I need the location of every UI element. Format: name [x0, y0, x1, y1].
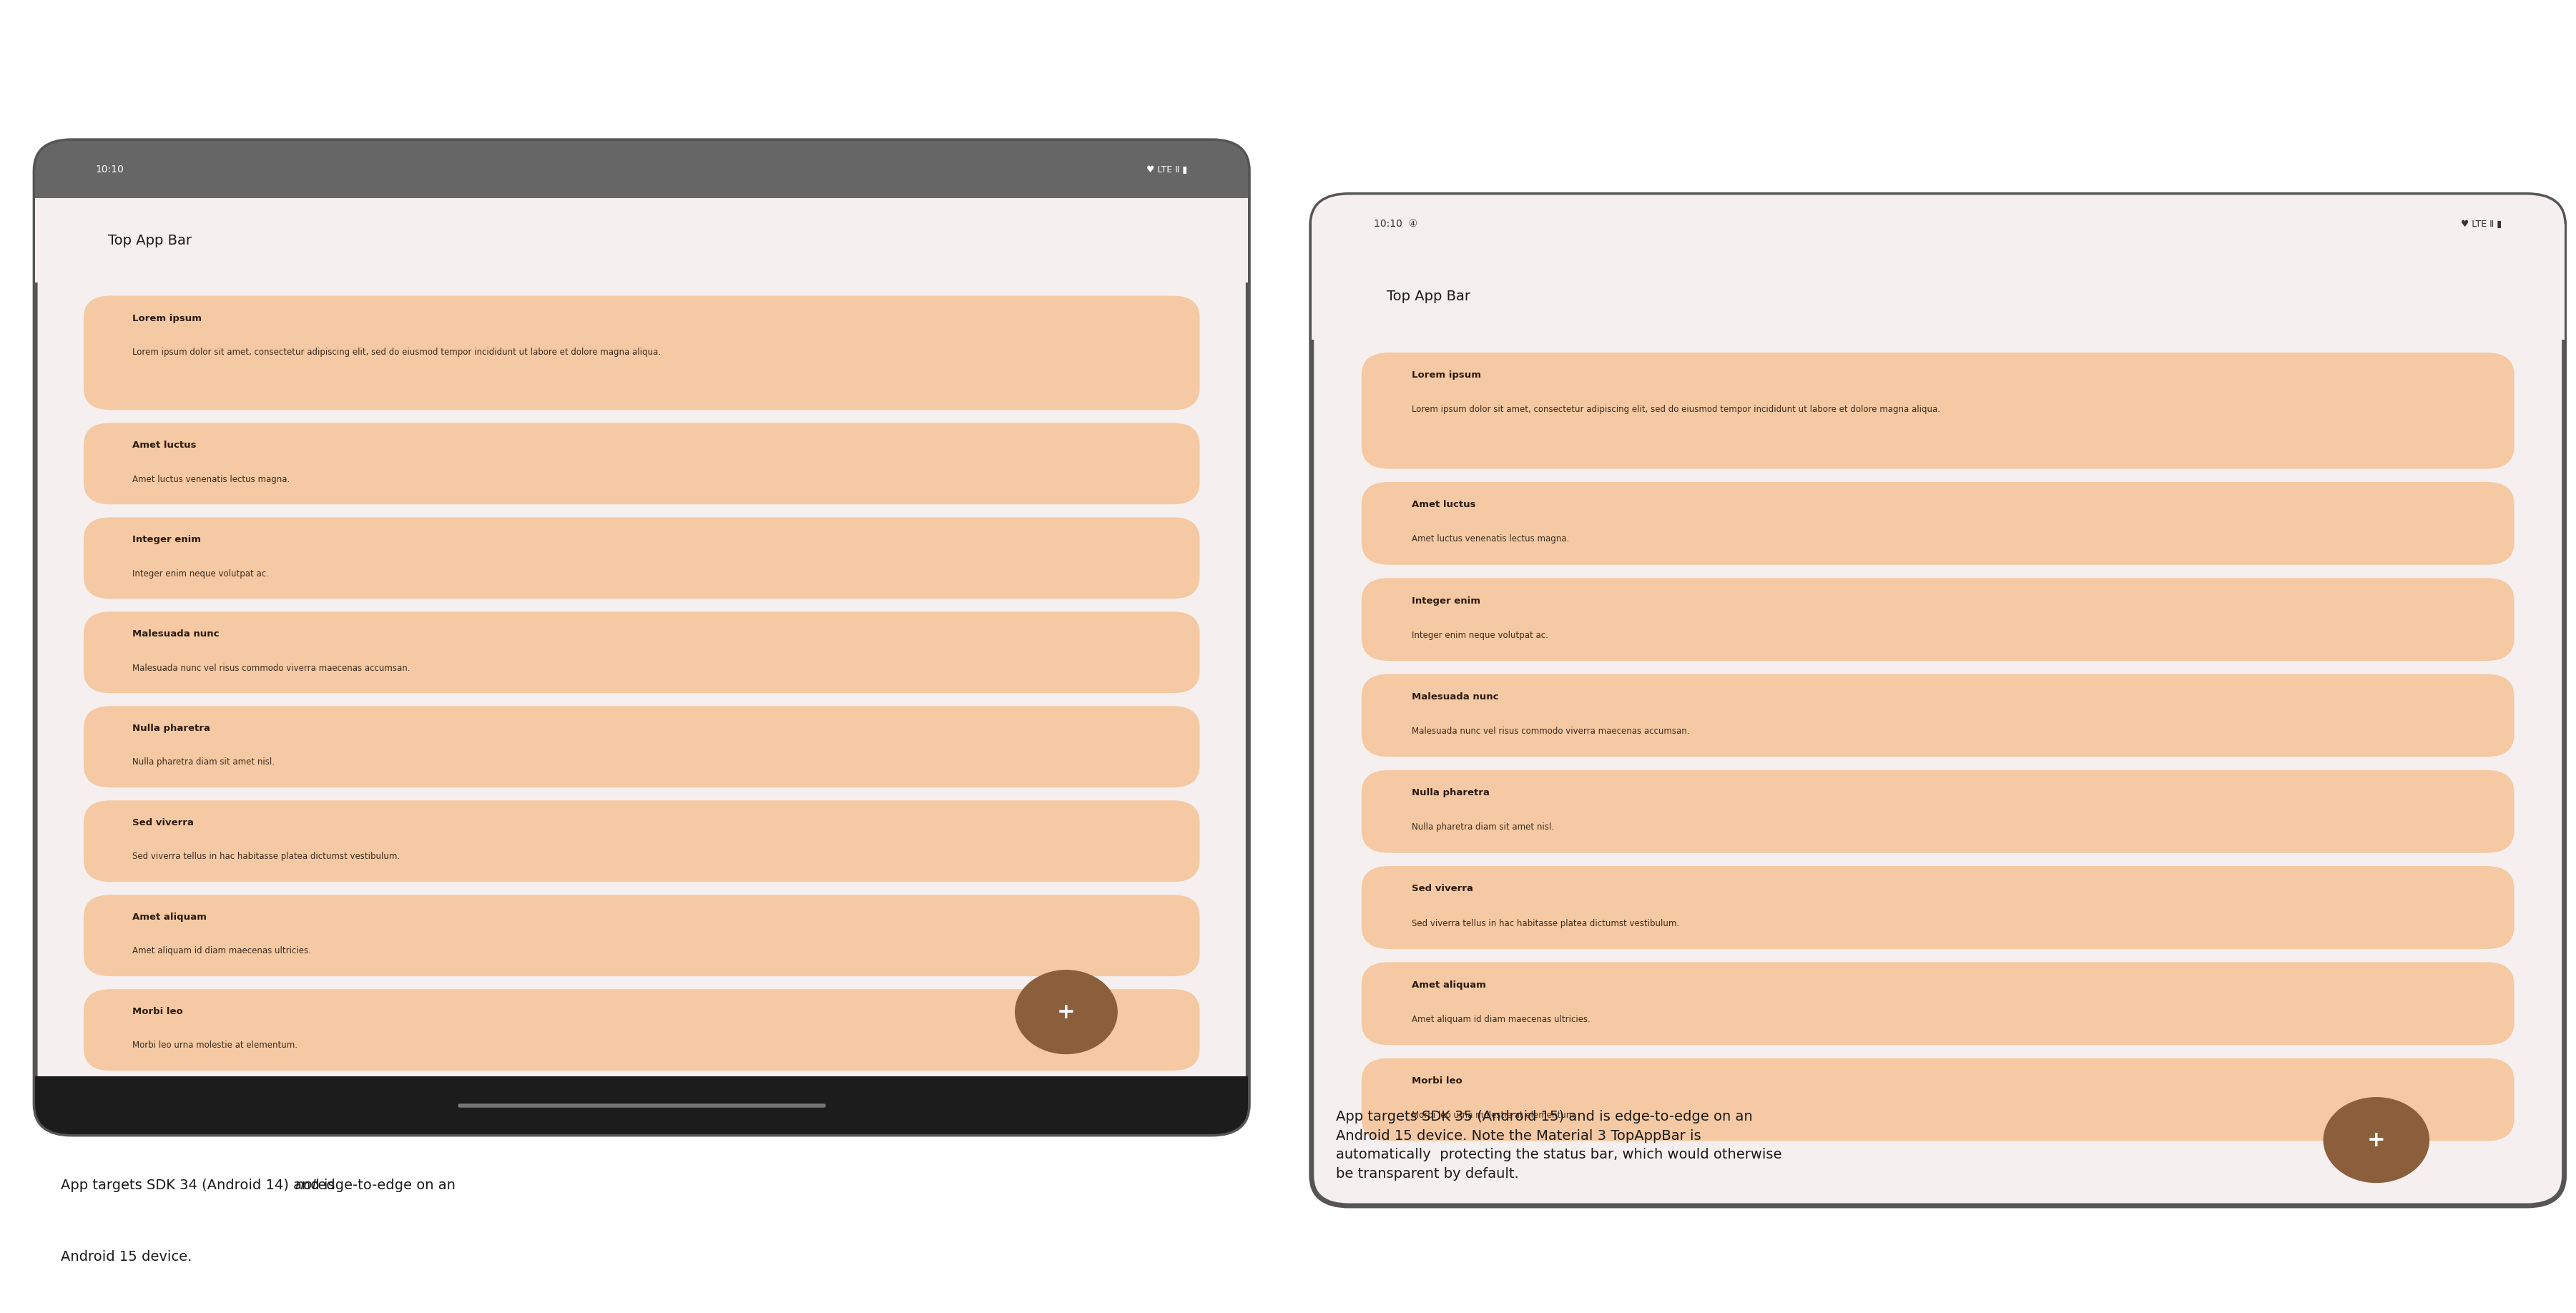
Text: Top App Bar: Top App Bar	[108, 234, 191, 247]
Text: Morbi leo urna molestie at elementum.: Morbi leo urna molestie at elementum.	[1412, 1111, 1577, 1120]
FancyBboxPatch shape	[1363, 769, 2514, 853]
Text: +: +	[2367, 1129, 2385, 1150]
FancyBboxPatch shape	[82, 894, 1200, 977]
Circle shape	[2324, 1098, 2429, 1183]
Text: Integer enim: Integer enim	[1412, 596, 1481, 605]
Text: Nulla pharetra: Nulla pharetra	[131, 723, 211, 733]
Text: Android 15 device.: Android 15 device.	[62, 1250, 191, 1263]
Text: Integer enim neque volutpat ac.: Integer enim neque volutpat ac.	[131, 569, 268, 578]
FancyBboxPatch shape	[82, 989, 1200, 1070]
Text: Malesuada nunc vel risus commodo viverra maecenas accumsan.: Malesuada nunc vel risus commodo viverra…	[1412, 726, 1690, 735]
FancyBboxPatch shape	[1363, 674, 2514, 756]
Text: Amet aliquam id diam maecenas ultricies.: Amet aliquam id diam maecenas ultricies.	[1412, 1015, 1589, 1024]
Bar	[36, 169, 1249, 198]
Bar	[36, 198, 1249, 282]
Text: Morbi leo: Morbi leo	[131, 1007, 183, 1016]
FancyBboxPatch shape	[82, 612, 1200, 693]
FancyBboxPatch shape	[36, 1077, 1249, 1134]
FancyBboxPatch shape	[1363, 482, 2514, 565]
Circle shape	[1015, 970, 1118, 1054]
FancyBboxPatch shape	[36, 140, 1249, 1134]
Text: Malesuada nunc: Malesuada nunc	[131, 629, 219, 639]
FancyBboxPatch shape	[82, 517, 1200, 599]
FancyBboxPatch shape	[1363, 578, 2514, 660]
Text: Sed viverra tellus in hac habitasse platea dictumst vestibulum.: Sed viverra tellus in hac habitasse plat…	[131, 852, 399, 861]
FancyBboxPatch shape	[1363, 352, 2514, 469]
FancyBboxPatch shape	[1363, 962, 2514, 1045]
FancyBboxPatch shape	[82, 423, 1200, 504]
Text: Lorem ipsum dolor sit amet, consectetur adipiscing elit, sed do eiusmod tempor i: Lorem ipsum dolor sit amet, consectetur …	[131, 348, 659, 357]
Text: Malesuada nunc vel risus commodo viverra maecenas accumsan.: Malesuada nunc vel risus commodo viverra…	[131, 663, 410, 672]
FancyBboxPatch shape	[82, 295, 1200, 410]
Text: Amet luctus: Amet luctus	[131, 441, 196, 450]
Text: +: +	[1056, 1002, 1074, 1023]
Text: Lorem ipsum: Lorem ipsum	[1412, 370, 1481, 379]
Text: Nulla pharetra diam sit amet nisl.: Nulla pharetra diam sit amet nisl.	[131, 758, 276, 767]
Text: App targets SDK 35 (Android 15) and is edge-to-edge on an
Android 15 device. Not: App targets SDK 35 (Android 15) and is e…	[1337, 1111, 1783, 1180]
Text: Nulla pharetra: Nulla pharetra	[1412, 788, 1489, 797]
Text: Sed viverra: Sed viverra	[131, 818, 193, 827]
Text: Malesuada nunc: Malesuada nunc	[1412, 692, 1499, 701]
Text: Morbi leo urna molestie at elementum.: Morbi leo urna molestie at elementum.	[131, 1041, 296, 1050]
FancyBboxPatch shape	[82, 706, 1200, 788]
Bar	[1311, 225, 2563, 253]
Text: Amet aliquam: Amet aliquam	[1412, 981, 1486, 990]
Text: Sed viverra: Sed viverra	[1412, 884, 1473, 894]
FancyBboxPatch shape	[82, 801, 1200, 882]
Text: Nulla pharetra diam sit amet nisl.: Nulla pharetra diam sit amet nisl.	[1412, 823, 1553, 832]
Text: Amet luctus: Amet luctus	[1412, 500, 1476, 509]
Text: Lorem ipsum dolor sit amet, consectetur adipiscing elit, sed do eiusmod tempor i: Lorem ipsum dolor sit amet, consectetur …	[1412, 406, 1940, 415]
FancyBboxPatch shape	[1363, 1058, 2514, 1141]
Text: ♥ LTE Ⅱ ▮: ♥ LTE Ⅱ ▮	[2460, 219, 2501, 228]
Text: Top App Bar: Top App Bar	[1386, 290, 1471, 303]
FancyBboxPatch shape	[36, 140, 1249, 198]
Text: ♥ LTE Ⅱ ▮: ♥ LTE Ⅱ ▮	[1146, 165, 1188, 175]
Bar	[36, 1077, 1249, 1106]
Bar	[1311, 253, 2563, 339]
Text: Amet aliquam: Amet aliquam	[131, 913, 206, 922]
Text: Amet luctus venenatis lectus magna.: Amet luctus venenatis lectus magna.	[1412, 534, 1569, 544]
Text: 10:10: 10:10	[95, 164, 124, 175]
Text: App targets SDK 34 (Android 14) and is: App targets SDK 34 (Android 14) and is	[62, 1178, 340, 1192]
FancyBboxPatch shape	[1311, 194, 2563, 1205]
Text: Morbi leo: Morbi leo	[1412, 1077, 1463, 1086]
Text: Integer enim neque volutpat ac.: Integer enim neque volutpat ac.	[1412, 630, 1548, 639]
Text: 10:10  ④: 10:10 ④	[1373, 219, 1417, 230]
Text: Sed viverra tellus in hac habitasse platea dictumst vestibulum.: Sed viverra tellus in hac habitasse plat…	[1412, 919, 1680, 928]
Text: Integer enim: Integer enim	[131, 536, 201, 545]
FancyBboxPatch shape	[1363, 867, 2514, 949]
Text: edge-to-edge on an: edge-to-edge on an	[312, 1178, 456, 1192]
Text: Amet aliquam id diam maecenas ultricies.: Amet aliquam id diam maecenas ultricies.	[131, 947, 312, 956]
FancyBboxPatch shape	[1311, 194, 2563, 253]
Text: Amet luctus venenatis lectus magna.: Amet luctus venenatis lectus magna.	[131, 474, 289, 484]
Text: not: not	[294, 1178, 317, 1192]
Text: Lorem ipsum: Lorem ipsum	[131, 314, 201, 323]
